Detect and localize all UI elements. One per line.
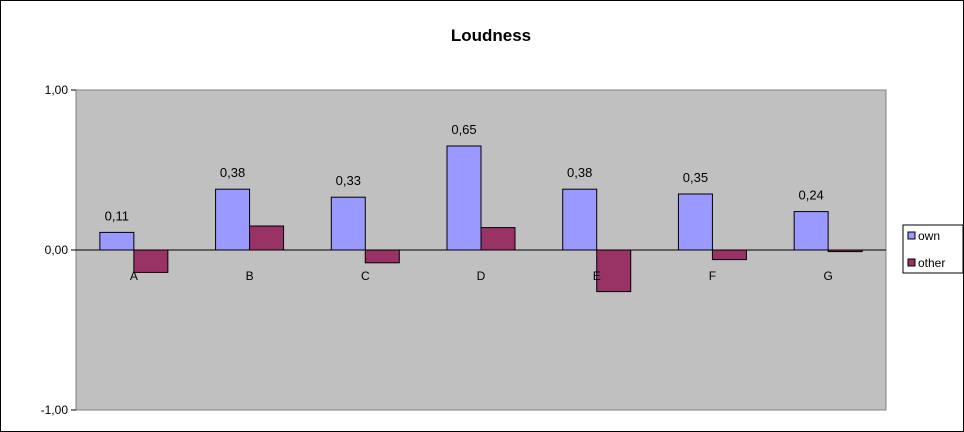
x-tick-label: C xyxy=(361,269,370,283)
bar-own-E xyxy=(562,188,598,251)
x-tick-label: A xyxy=(130,269,138,283)
data-label-own: 0,35 xyxy=(683,170,708,185)
legend-label-own: own xyxy=(918,229,940,243)
bar-other-F xyxy=(711,249,747,261)
bar-own-G xyxy=(793,211,829,251)
x-tick-label: G xyxy=(823,269,832,283)
legend-swatch-other xyxy=(907,258,916,267)
labels-layer: 1,00 0,00 -1,00 A B C D E F G 0,11 0,38 0,33 0,65 0,38… xyxy=(41,83,886,417)
x-tick-label: E xyxy=(593,269,601,283)
legend-swatch-own xyxy=(907,231,916,240)
bar-own-B xyxy=(215,188,251,251)
bar-own-A xyxy=(99,231,135,251)
data-label-own: 0,33 xyxy=(336,173,361,188)
chart-title: Loudness xyxy=(451,26,531,45)
x-tick-label: D xyxy=(477,269,486,283)
y-tick-label: 0,00 xyxy=(45,243,69,257)
data-label-own: 0,11 xyxy=(105,208,129,223)
data-label-own: 0,38 xyxy=(567,165,592,180)
bars-layer xyxy=(99,145,863,293)
bar-own-D xyxy=(446,145,482,251)
x-tick-label: F xyxy=(709,269,716,283)
x-tick-label: B xyxy=(246,269,254,283)
y-tick-label: 1,00 xyxy=(45,83,69,97)
legend: own other xyxy=(902,224,964,274)
bar-other-D xyxy=(480,227,516,251)
data-label-own: 0,38 xyxy=(220,165,245,180)
data-label-own: 0,24 xyxy=(798,188,823,203)
data-label-own: 0,65 xyxy=(451,122,476,137)
bar-other-B xyxy=(249,225,285,251)
bar-other-C xyxy=(364,249,400,264)
bar-other-A xyxy=(133,249,169,273)
y-tick-label: -1,00 xyxy=(41,403,69,417)
bar-own-F xyxy=(677,193,713,251)
bar-other-E xyxy=(596,249,632,293)
bar-own-C xyxy=(330,196,366,251)
legend-label-other: other xyxy=(918,256,945,270)
